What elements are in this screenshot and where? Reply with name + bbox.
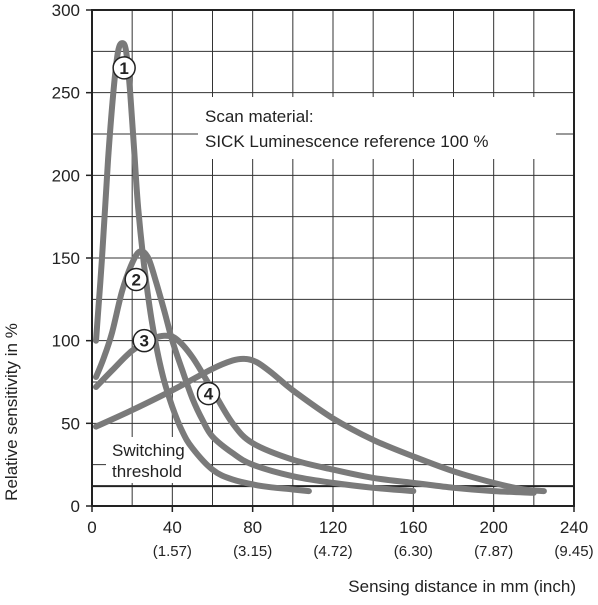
annotation-line-1: Scan material: [205,107,314,126]
x-axis-ticks: 0 40 (1.57) 80 (3.15) 120 (4.72) 160 (6.30) 200 (7… [87,506,594,560]
x-tick-sublabel: (9.45) [554,543,593,560]
x-tick-sublabel: (3.15) [233,543,272,560]
threshold-label-line-2: threshold [112,462,182,481]
x-tick-label: 120 [319,518,347,537]
series-line-1 [93,40,312,495]
y-tick-label: 100 [52,332,80,351]
x-tick-label: 200 [479,518,507,537]
annotation-line-2: SICK Luminescence reference 100 % [205,132,489,151]
x-tick-label: 0 [87,518,96,537]
series-label-circle-3 [132,328,156,353]
x-tick-sublabel: (6.30) [394,543,433,560]
x-tick-label: 40 [163,518,182,537]
series-label-1: 1 [119,59,128,78]
y-axis-ticks: 0 50 100 150 200 250 300 [52,1,92,516]
series-label-circle-4 [196,381,221,406]
y-axis-label: Relative sensitivity in % [2,323,21,501]
series-labels: 1 2 3 4 [112,56,221,406]
series-label-3: 3 [139,332,148,351]
y-tick-label: 250 [52,84,80,103]
series-line-4 [93,355,547,495]
y-tick-label: 200 [52,166,80,185]
y-tick-label: 150 [52,249,80,268]
y-tick-label: 0 [71,497,80,516]
threshold-label-line-1: Switching [112,441,185,460]
series-label-circle-1 [112,56,136,80]
annotation-background [198,97,556,159]
series-line-2 [93,248,417,495]
series-label-circle-2 [124,267,148,292]
x-tick-sublabel: (4.72) [313,543,352,560]
x-tick-label: 240 [560,518,588,537]
x-tick-label: 80 [243,518,262,537]
x-axis-label: Sensing distance in mm (inch) [348,577,576,596]
y-tick-label: 50 [61,414,80,433]
series-label-2: 2 [131,270,140,289]
series-label-4: 4 [204,385,214,404]
x-tick-sublabel: (1.57) [153,543,192,560]
x-tick-sublabel: (7.87) [474,543,513,560]
x-tick-label: 160 [399,518,427,537]
y-tick-label: 300 [52,1,80,20]
